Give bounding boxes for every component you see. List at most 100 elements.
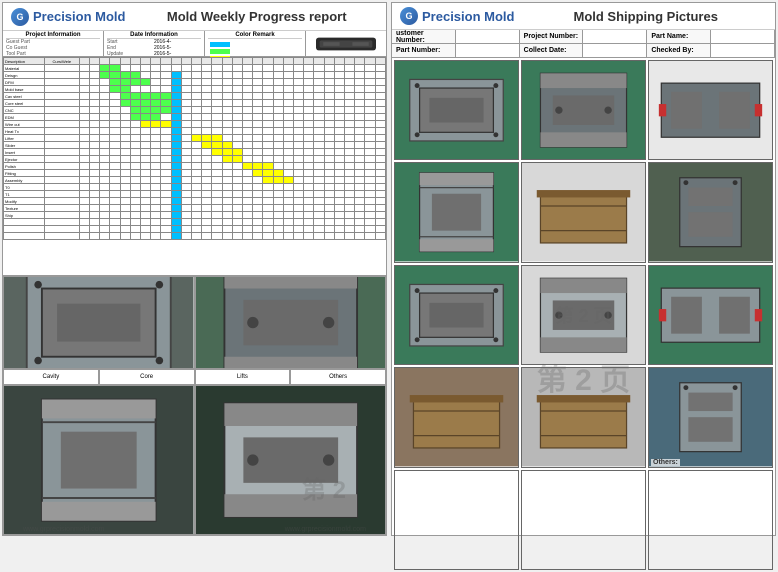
project-info: Project Information Guest PartCo GuestTo… [3, 31, 104, 56]
gantt-cell [222, 149, 232, 156]
gantt-cell [90, 198, 100, 205]
gantt-cell [161, 233, 171, 240]
gantt-cell [151, 212, 161, 219]
gantt-cell [212, 142, 222, 149]
gantt-cell [365, 226, 375, 233]
gantt-cell [365, 135, 375, 142]
gantt-cell [202, 212, 212, 219]
gantt-cell [232, 100, 242, 107]
gantt-cell [283, 128, 293, 135]
gantt-cell [324, 100, 334, 107]
gantt-cell [375, 65, 385, 72]
gantt-cell [314, 219, 324, 226]
gantt-cell [355, 163, 365, 170]
gantt-cell [232, 219, 242, 226]
gantt-cell [294, 86, 304, 93]
gantt-cell [79, 184, 89, 191]
gantt-cell [334, 142, 344, 149]
gantt-cell [334, 107, 344, 114]
form-label: Project Number: [520, 30, 584, 43]
gantt-cell [324, 163, 334, 170]
gantt-cell [334, 121, 344, 128]
gantt-cell [355, 142, 365, 149]
gantt-cell [324, 72, 334, 79]
gantt-week-header [100, 58, 110, 65]
gantt-cell [130, 170, 140, 177]
gantt-cell [294, 219, 304, 226]
gantt-cell [151, 86, 161, 93]
gantt-cell [345, 163, 355, 170]
gantt-cell [253, 93, 263, 100]
gantt-cell [273, 205, 283, 212]
gantt-row: Core steel [4, 100, 386, 107]
gantt-cell [222, 233, 232, 240]
gantt-cell [345, 226, 355, 233]
gantt-cell [79, 205, 89, 212]
gantt-row: Polish [4, 163, 386, 170]
gantt-cell [283, 205, 293, 212]
gantt-cell [232, 177, 242, 184]
gantt-cell [202, 177, 212, 184]
gantt-week-header [181, 58, 191, 65]
gantt-cell [253, 184, 263, 191]
gantt-cell [273, 142, 283, 149]
gantt-cell [283, 184, 293, 191]
gantt-cell [345, 184, 355, 191]
gantt-cell [130, 191, 140, 198]
gantt-cell [314, 184, 324, 191]
gantt-cell [314, 233, 324, 240]
gantt-cell [222, 219, 232, 226]
picture-cell [521, 162, 646, 262]
gantt-cell [161, 114, 171, 121]
gantt-cell [304, 226, 314, 233]
gantt-cell [202, 107, 212, 114]
form-value [711, 44, 775, 57]
gantt-cell [141, 86, 151, 93]
gantt-cell [324, 79, 334, 86]
gantt-cell [345, 142, 355, 149]
gantt-name-header: Curs/Wele [44, 58, 79, 65]
gantt-cell [253, 86, 263, 93]
gantt-cell [324, 107, 334, 114]
gantt-cell [141, 205, 151, 212]
gantt-cell [171, 135, 181, 142]
gantt-cell [283, 226, 293, 233]
gantt-cell [263, 198, 273, 205]
gantt-cell [120, 86, 130, 93]
gantt-cell [355, 65, 365, 72]
gantt-cell [130, 156, 140, 163]
gantt-cell [243, 205, 253, 212]
gantt-cell [283, 79, 293, 86]
gantt-cell [375, 191, 385, 198]
gantt-cell [243, 65, 253, 72]
gantt-cell [130, 100, 140, 107]
gantt-cell [273, 86, 283, 93]
gantt-row: Lifter [4, 135, 386, 142]
info-bar: Project Information Guest PartCo GuestTo… [3, 31, 386, 57]
gantt-cell [304, 212, 314, 219]
gantt-cell [181, 184, 191, 191]
gantt-cell [273, 107, 283, 114]
gantt-cell [192, 198, 202, 205]
gantt-cell [263, 128, 273, 135]
gantt-cell [345, 233, 355, 240]
gantt-cell [365, 170, 375, 177]
gantt-cell [232, 212, 242, 219]
form-value [583, 30, 647, 43]
gantt-cell [181, 79, 191, 86]
gantt-cell [253, 107, 263, 114]
gantt-cell [283, 142, 293, 149]
gantt-cell [355, 114, 365, 121]
picture-cell [521, 60, 646, 160]
gantt-cell [141, 156, 151, 163]
gantt-cell [243, 219, 253, 226]
gantt-cell [161, 177, 171, 184]
gantt-cell [324, 114, 334, 121]
gantt-week-header [253, 58, 263, 65]
gantt-cell [304, 177, 314, 184]
gantt-cell [273, 121, 283, 128]
gantt-cell [324, 149, 334, 156]
gantt-cell [243, 114, 253, 121]
gantt-cell [90, 212, 100, 219]
form-label: Collect Date: [520, 44, 584, 57]
